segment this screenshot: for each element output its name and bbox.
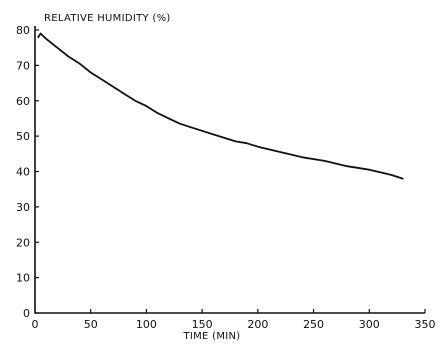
x-tick-label: 50	[84, 318, 98, 331]
tick-group: 0 10 20 30 40 50 60 70 80 0 50 100 150 200 250 300 350	[16, 24, 436, 331]
y-tick-label: 80	[16, 24, 30, 37]
y-tick-label: 70	[16, 59, 30, 72]
x-tick-label: 300	[359, 318, 380, 331]
x-tick-label: 250	[303, 318, 324, 331]
y-tick-label: 0	[23, 307, 30, 320]
y-tick-label: 20	[16, 236, 30, 249]
y-axis-title: RELATIVE HUMIDITY (%)	[44, 13, 171, 24]
y-tick-label: 40	[16, 166, 30, 179]
humidity-series-line	[37, 32, 404, 180]
x-tick-label: 150	[192, 318, 213, 331]
x-tick-label: 350	[415, 318, 436, 331]
y-tick-label: 60	[16, 95, 30, 108]
x-tick-label: 200	[247, 318, 268, 331]
axes	[34, 26, 425, 314]
y-tick-label: 50	[16, 130, 30, 143]
x-tick-label: 0	[32, 318, 39, 331]
y-tick-label: 30	[16, 201, 30, 214]
x-tick-label: 100	[136, 318, 157, 331]
x-axis-title: TIME (MIN)	[182, 331, 240, 342]
y-tick-label: 10	[16, 272, 30, 285]
